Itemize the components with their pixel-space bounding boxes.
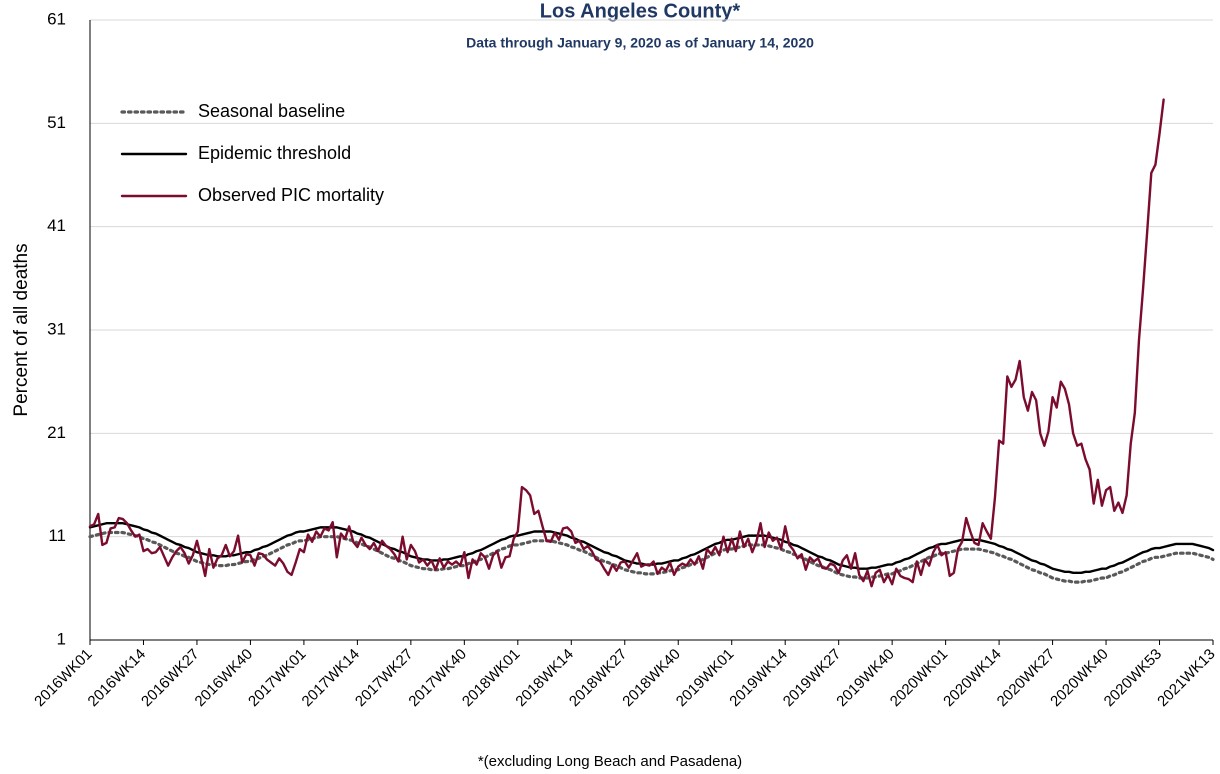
y-tick-label: 61 [47, 9, 66, 28]
legend-label: Epidemic threshold [198, 143, 351, 163]
chart-title: Los Angeles County* [540, 0, 741, 22]
chart-subtitle: Data through January 9, 2020 as of Janua… [466, 35, 814, 51]
y-tick-label: 21 [47, 423, 66, 442]
y-axis-title: Percent of all deaths [11, 243, 32, 416]
y-tick-label: 1 [57, 629, 66, 648]
y-tick-label: 11 [48, 526, 66, 545]
y-tick-label: 31 [47, 319, 66, 338]
series-line [88, 98, 1165, 588]
y-tick-label: 51 [47, 113, 66, 132]
legend-label: Observed PIC mortality [198, 185, 384, 205]
y-tick-label: 41 [47, 216, 66, 235]
legend-label: Seasonal baseline [198, 101, 345, 121]
x-tick-label: 2021WK13 [1154, 646, 1219, 711]
footnote: *(excluding Long Beach and Pasadena) [478, 753, 742, 770]
series-line [88, 522, 1215, 575]
series-line [88, 530, 1215, 584]
